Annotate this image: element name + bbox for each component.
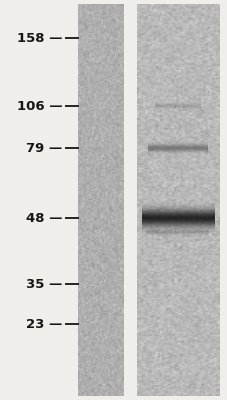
Text: 79 —: 79 —	[26, 142, 62, 154]
Text: 23 —: 23 —	[26, 318, 62, 330]
Text: 158 —: 158 —	[17, 32, 62, 44]
Text: 106 —: 106 —	[17, 100, 62, 112]
Text: 48 —: 48 —	[26, 212, 62, 224]
Text: 35 —: 35 —	[26, 278, 62, 290]
